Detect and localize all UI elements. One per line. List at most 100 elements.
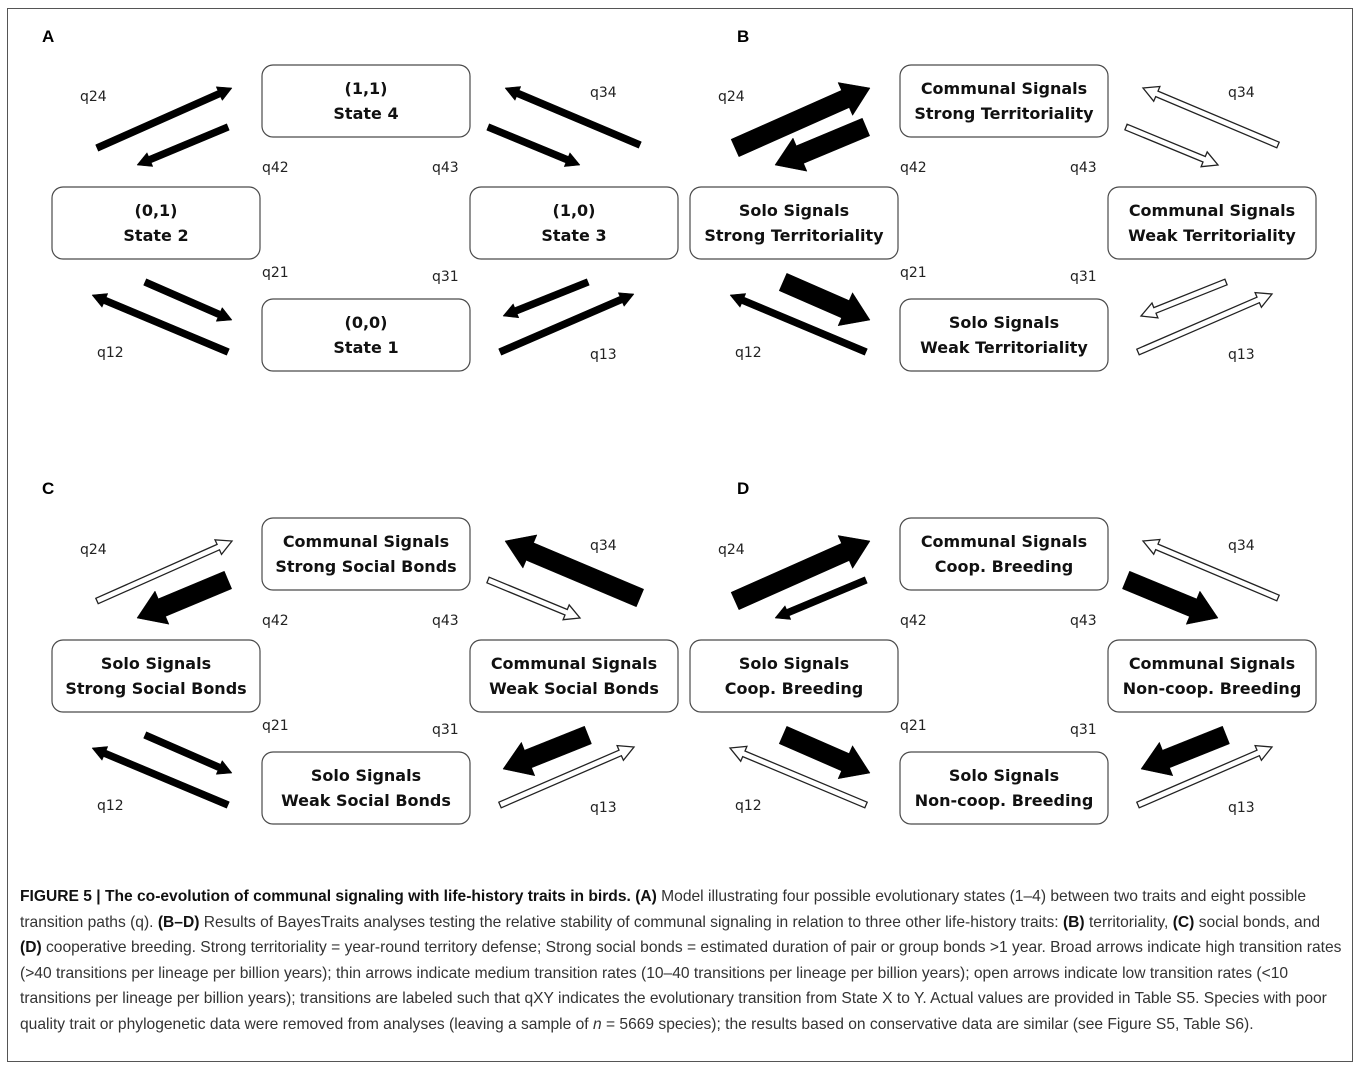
state-box-line: Communal Signals xyxy=(283,532,449,551)
state-box-outline xyxy=(1107,186,1317,260)
panel-letter: C xyxy=(42,479,54,498)
state-box-outline xyxy=(51,639,261,713)
arrow-q12 xyxy=(729,293,868,356)
arrow-q43 xyxy=(1124,123,1220,168)
state-box-line: Communal Signals xyxy=(1129,654,1295,673)
arrow-q42 xyxy=(136,123,230,167)
label-q34: q34 xyxy=(590,538,617,554)
label-q31: q31 xyxy=(432,722,459,738)
state-box-line: Coop. Breeding xyxy=(935,557,1073,576)
caption-segment: = 5669 species); the results based on co… xyxy=(601,1015,1254,1033)
state-box-outline xyxy=(689,639,899,713)
label-q42: q42 xyxy=(262,160,289,176)
state-box-line: Weak Social Bonds xyxy=(489,679,659,698)
state-box-line: Communal Signals xyxy=(921,79,1087,98)
state-box-line: Strong Social Bonds xyxy=(275,557,456,576)
caption-segment: n xyxy=(592,1015,602,1033)
label-q34: q34 xyxy=(1228,85,1255,101)
arrow-q24 xyxy=(95,86,233,152)
state-box-outline xyxy=(261,64,471,138)
label-q43: q43 xyxy=(1070,613,1097,629)
state-box-outline xyxy=(261,298,471,372)
arrow-q13 xyxy=(1135,744,1274,809)
state-box-s3: Communal Signals Weak Social Bonds xyxy=(469,639,679,713)
label-q13: q13 xyxy=(590,347,617,363)
arrow-q42 xyxy=(774,117,871,172)
state-box-outline xyxy=(469,186,679,260)
label-q42: q42 xyxy=(900,160,927,176)
label-q42: q42 xyxy=(900,613,927,629)
label-q13: q13 xyxy=(590,800,617,816)
arrow-q42 xyxy=(774,576,868,620)
state-box-line: Strong Territoriality xyxy=(914,104,1094,123)
state-box-line: Solo Signals xyxy=(949,766,1059,785)
arrow-q31 xyxy=(1139,278,1228,319)
label-q24: q24 xyxy=(718,542,745,558)
label-q43: q43 xyxy=(1070,160,1097,176)
arrow-q12 xyxy=(728,745,869,809)
state-box-line: Communal Signals xyxy=(1129,201,1295,220)
figure-caption: FIGURE 5 | The co-evolution of communal … xyxy=(20,884,1342,1037)
label-q12: q12 xyxy=(735,798,762,814)
caption-segment: (A) xyxy=(635,888,657,905)
panel-letter: A xyxy=(42,27,54,46)
caption-title: FIGURE 5 | The co-evolution of communal … xyxy=(20,888,631,905)
state-box-outline xyxy=(899,298,1109,372)
panel-letter: B xyxy=(737,27,749,46)
arrow-q24 xyxy=(730,535,871,611)
state-box-line: State 4 xyxy=(333,104,398,123)
caption-segment: (D) xyxy=(20,939,42,956)
state-box-line: Weak Territoriality xyxy=(920,338,1088,357)
state-box-line: (1,1) xyxy=(345,79,388,98)
arrow-q43 xyxy=(1122,570,1219,625)
arrow-q13 xyxy=(498,292,635,356)
state-box-line: Non-coop. Breeding xyxy=(915,791,1094,810)
state-box-line: (0,0) xyxy=(345,313,388,332)
arrow-q24 xyxy=(730,82,871,158)
state-box-line: State 3 xyxy=(541,226,606,245)
state-box-line: Weak Social Bonds xyxy=(281,791,451,810)
state-box-outline xyxy=(261,517,471,591)
state-box-s4: Communal Signals Coop. Breeding xyxy=(899,517,1109,591)
caption-segment: (B) xyxy=(1062,913,1085,931)
state-box-line: Solo Signals xyxy=(739,654,849,673)
state-box-line: (1,0) xyxy=(553,201,596,220)
label-q12: q12 xyxy=(97,345,124,361)
state-box-line: Communal Signals xyxy=(921,532,1087,551)
arrow-q34 xyxy=(504,534,645,608)
arrow-q34 xyxy=(504,86,642,149)
state-box-outline xyxy=(1107,639,1317,713)
state-box-s4: Communal Signals Strong Social Bonds xyxy=(261,517,471,591)
state-box-s2: Solo Signals Strong Social Bonds xyxy=(51,639,261,713)
arrow-q34 xyxy=(1141,538,1281,602)
arrow-q31 xyxy=(1140,725,1230,777)
panel-a: A (1,1) State 4 (0,1) State 2 (1,0) State 3 (0,… xyxy=(42,27,679,372)
label-q34: q34 xyxy=(590,85,617,101)
arrow-q34 xyxy=(1141,85,1281,149)
caption-segment: Results of BayesTraits analyses testing … xyxy=(199,913,1063,931)
label-q42: q42 xyxy=(262,613,289,629)
figure-frame xyxy=(7,8,1353,1062)
state-box-s3: Communal Signals Non-coop. Breeding xyxy=(1107,639,1317,713)
arrow-q13 xyxy=(497,744,636,809)
arrow-q13 xyxy=(1135,291,1274,356)
state-box-outline xyxy=(899,751,1109,825)
arrow-q31 xyxy=(502,725,592,777)
state-box-line: Weak Territoriality xyxy=(1128,226,1296,245)
label-q21: q21 xyxy=(262,265,289,281)
state-box-line: Strong Social Bonds xyxy=(65,679,246,698)
state-box-line: State 1 xyxy=(333,338,398,357)
state-box-line: Solo Signals xyxy=(101,654,211,673)
state-box-outline xyxy=(261,751,471,825)
state-box-s3: Communal Signals Weak Territoriality xyxy=(1107,186,1317,260)
caption-segment: territoriality, xyxy=(1084,913,1173,931)
arrow-q42 xyxy=(136,570,233,625)
state-box-s1: (0,0) State 1 xyxy=(261,298,471,372)
state-box-s4: (1,1) State 4 xyxy=(261,64,471,138)
state-box-s1: Solo Signals Weak Social Bonds xyxy=(261,751,471,825)
state-box-line: (0,1) xyxy=(135,201,178,220)
state-box-s1: Solo Signals Non-coop. Breeding xyxy=(899,751,1109,825)
